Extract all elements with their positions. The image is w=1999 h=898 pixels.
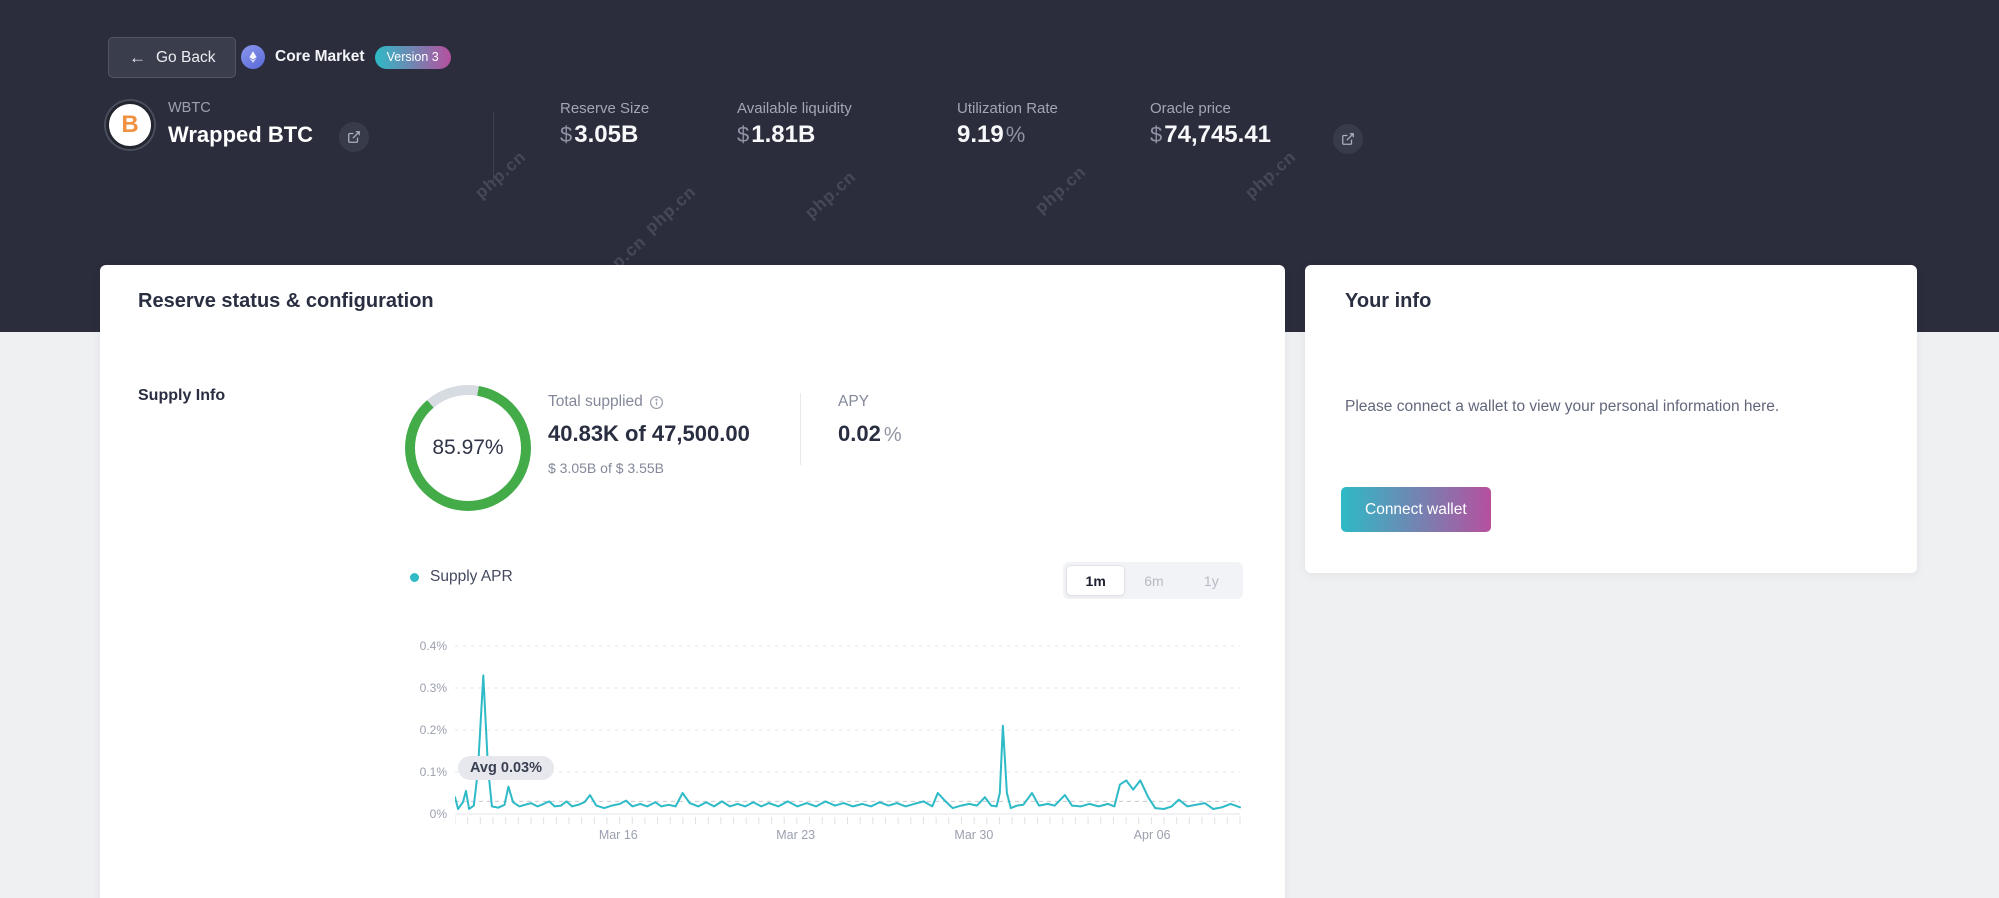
total-supplied-usd: $ 3.05B of $ 3.55B — [548, 460, 664, 476]
chart-legend: Supply APR — [410, 568, 513, 586]
supply-info-label: Supply Info — [138, 387, 226, 404]
supply-donut-chart: 85.97% — [405, 385, 531, 511]
legend-label: Supply APR — [430, 568, 513, 585]
supply-apr-chart — [454, 640, 1245, 840]
currency-sign: $ — [1150, 122, 1163, 147]
y-axis-tick-label: 0% — [429, 807, 447, 821]
toggle-1m[interactable]: 1m — [1066, 565, 1126, 596]
x-axis-tick-label: Mar 30 — [954, 828, 994, 842]
your-info-card: Your info Please connect a wallet to vie… — [1305, 265, 1917, 573]
y-axis-tick-label: 0.4% — [419, 639, 447, 653]
connect-wallet-button[interactable]: Connect wallet — [1341, 487, 1491, 532]
stat-label: Reserve Size — [560, 100, 650, 117]
back-arrow-icon: ← — [129, 48, 146, 67]
toggle-1y[interactable]: 1y — [1203, 572, 1219, 589]
go-back-button[interactable]: ← Go Back — [108, 37, 237, 78]
stat-oracle-price: Oracle price $74,745.41 — [1150, 100, 1271, 149]
percent-sign: % — [883, 424, 902, 446]
breadcrumb: Core Market Version 3 — [241, 45, 451, 69]
stat-value: 9.19 — [957, 121, 1004, 148]
external-link-icon — [1342, 133, 1354, 145]
x-axis-tick-label: Mar 16 — [598, 828, 638, 842]
x-axis-tick-label: Mar 23 — [776, 828, 816, 842]
connect-wallet-message: Please connect a wallet to view your per… — [1345, 398, 1780, 415]
apy-value: 0.02 % — [838, 421, 902, 446]
market-name: Core Market — [275, 48, 365, 65]
ethereum-icon — [241, 45, 265, 69]
stat-utilization-rate: Utilization Rate 9.19% — [957, 100, 1058, 149]
stat-label: Available liquidity — [737, 100, 852, 117]
oracle-external-link-button[interactable] — [1333, 124, 1363, 154]
y-axis-tick-label: 0.3% — [419, 681, 447, 695]
token-external-link-button[interactable] — [339, 122, 369, 152]
info-icon[interactable] — [649, 395, 664, 410]
percent-sign: % — [1005, 122, 1026, 147]
go-back-label: Go Back — [156, 48, 216, 66]
legend-dot-icon — [410, 572, 419, 582]
reserve-status-card: Reserve status & configuration Supply In… — [100, 265, 1285, 898]
stat-value: 1.81B — [751, 121, 816, 148]
token-symbol: WBTC — [168, 100, 211, 116]
stat-value: 3.05B — [574, 121, 639, 148]
stat-label: Utilization Rate — [957, 100, 1058, 117]
average-apr-badge: Avg 0.03% — [458, 756, 554, 780]
divider — [800, 393, 801, 465]
y-axis-tick-label: 0.1% — [419, 765, 447, 779]
your-info-title: Your info — [1345, 290, 1432, 312]
stat-available-liquidity: Available liquidity $1.81B — [737, 100, 852, 149]
total-supplied-label: Total supplied — [548, 393, 664, 411]
total-supplied-value: 40.83K of 47,500.00 — [548, 421, 750, 446]
stat-reserve-size: Reserve Size $3.05B — [560, 100, 649, 149]
currency-sign: $ — [560, 122, 573, 147]
token-name: Wrapped BTC — [168, 122, 314, 147]
stat-value: 74,745.41 — [1164, 121, 1272, 148]
time-range-toggle: 1m 6m 1y — [1063, 562, 1243, 599]
header-divider — [493, 112, 494, 184]
apy-label: APY — [838, 393, 870, 410]
version-badge: Version 3 — [374, 45, 451, 69]
donut-percent: 85.97% — [432, 436, 504, 459]
wbtc-token-icon: B — [106, 101, 154, 149]
external-link-icon — [348, 131, 360, 143]
x-axis-tick-label: Apr 06 — [1133, 828, 1171, 842]
toggle-6m[interactable]: 6m — [1144, 572, 1164, 589]
stat-label: Oracle price — [1150, 100, 1231, 117]
y-axis-tick-label: 0.2% — [419, 723, 447, 737]
card-title: Reserve status & configuration — [138, 290, 434, 312]
currency-sign: $ — [737, 122, 750, 147]
